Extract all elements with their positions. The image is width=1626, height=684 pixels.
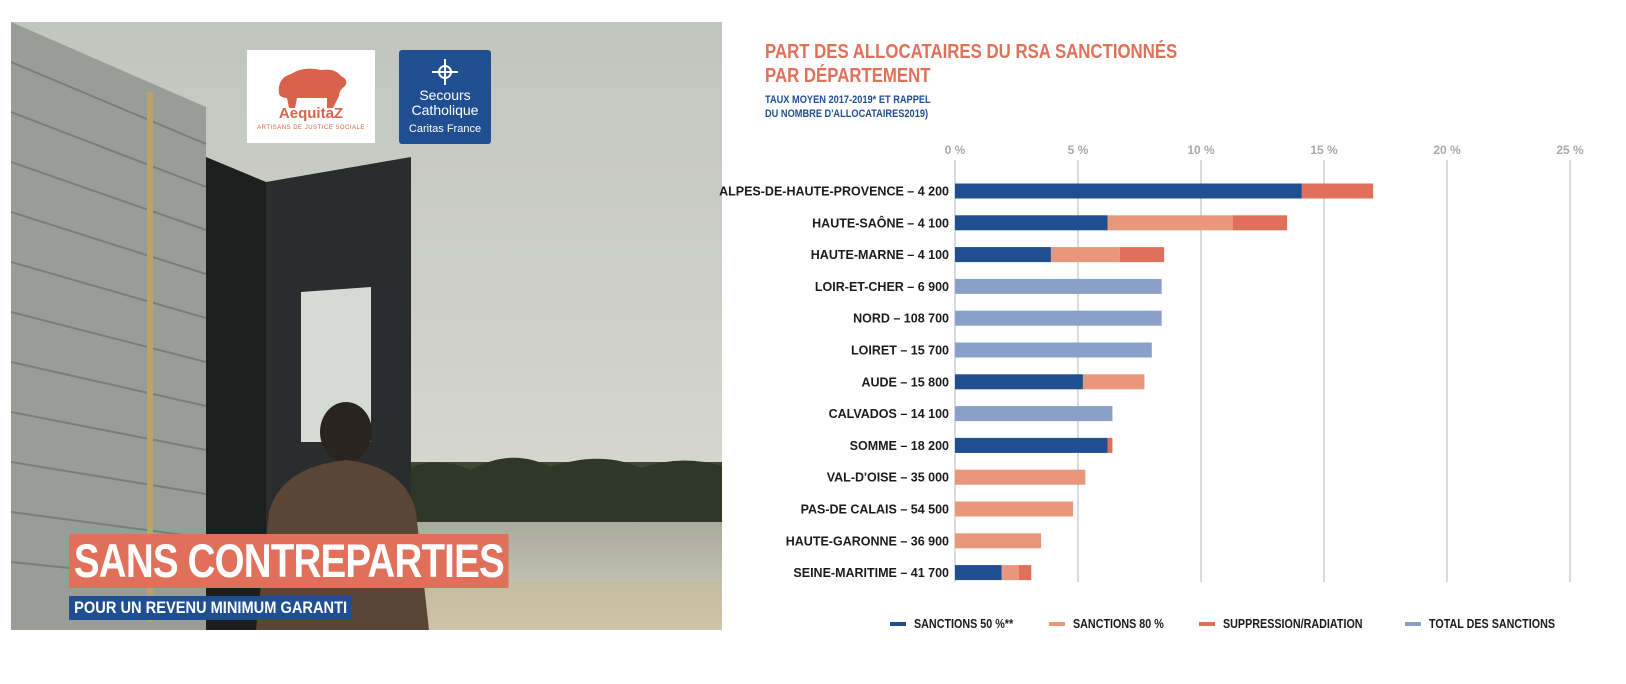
category-label: HAUTE-GARONNE – 36 900 [786,534,949,548]
aequitaz-logo: AequitaZ ARTISANS DE JUSTICE SOCIALE [247,50,375,143]
legend-swatch [1198,622,1215,626]
cover-image: AequitaZ ARTISANS DE JUSTICE SOCIALE Sec… [11,22,722,630]
secours-line3: Caritas France [408,123,482,135]
category-label: LOIR-ET-CHER – 6 900 [815,280,949,294]
category-label: HAUTE-MARNE – 4 100 [811,248,949,262]
bar-segment [955,437,1108,453]
legend-label: SANCTIONS 50 %** [914,617,1014,631]
bar-segment [955,374,1083,390]
legend-item: SUPPRESSION/RADIATION [1198,617,1385,631]
legend-label: SUPPRESSION/RADIATION [1222,617,1363,631]
cross-icon [432,59,458,85]
bar-segment [955,565,1002,581]
tick-label: 5 % [1068,143,1089,157]
bar-segment [1001,565,1019,581]
chart-legend: SANCTIONS 50 %** SANCTIONS 80 % SUPPRESSIO… [890,614,1576,634]
category-label: CALVADOS – 14 100 [829,407,949,421]
bar-segment [1232,215,1288,231]
bar-segment [955,501,1074,517]
bar-segment [955,247,1051,263]
secours-catholique-logo: Secours Catholique Caritas France [399,50,491,144]
legend-label: TOTAL DES SANCTIONS [1429,617,1556,631]
bar-segment [1301,183,1374,199]
bar-segment [955,278,1162,294]
bar-segment [1107,215,1233,231]
chart-subtitle: TAUX MOYEN 2017-2019* ET RAPPEL DU NOMBR… [765,93,931,121]
secours-line2: Catholique [411,102,479,118]
chart-title: PART DES ALLOCATAIRES DU RSA SANCTIONNÉS… [765,40,1177,88]
legend-swatch [1049,622,1066,626]
chart-subtitle-line2: DU NOMBRE D'ALLOCATAIRES2019) [765,108,929,120]
bar-segment [955,533,1042,549]
bar-segment [955,342,1152,358]
category-label: AUDE – 15 800 [861,375,949,389]
cover-subtitle: POUR UN REVENU MINIMUM GARANTI [69,596,353,620]
tick-label: 10 % [1187,143,1215,157]
chart-title-line2: PAR DÉPARTEMENT [765,65,931,87]
legend-item: SANCTIONS 80 % [1049,617,1179,631]
bar-segment [1018,565,1032,581]
category-label: SOMME – 18 200 [850,439,949,453]
bear-icon [278,68,347,108]
legend-swatch [890,622,906,626]
bar-segment [955,406,1113,422]
tick-label: 0 % [945,143,966,157]
tick-label: 15 % [1310,143,1338,157]
tick-label: 20 % [1433,143,1461,157]
category-label: SEINE-MARITIME – 41 700 [793,566,949,580]
bar-segment [1050,247,1120,263]
category-label: VAL-D'OISE – 35 000 [827,471,949,485]
category-label: NORD – 108 700 [853,312,949,326]
aequitaz-tagline: ARTISANS DE JUSTICE SOCIALE [257,125,365,131]
bar-segment [955,469,1086,485]
legend-swatch [1405,622,1422,626]
legend-item: SANCTIONS 50 %** [890,617,1029,631]
category-label: HAUTE-SAÔNE – 4 100 [812,215,949,230]
bar-segment [955,310,1162,326]
bar-segment [1082,374,1145,390]
secours-line1: Secours [419,87,471,103]
cover-title: SANS CONTREPARTIES [69,534,509,588]
category-label: LOIRET – 15 700 [851,344,949,358]
bar-segment [955,183,1302,199]
chart-subtitle-line1: TAUX MOYEN 2017-2019* ET RAPPEL [765,94,931,106]
tick-label: 25 % [1556,143,1584,157]
legend-label: SANCTIONS 80 % [1073,617,1165,631]
bar-segment [1119,247,1165,263]
bar-segment [955,215,1108,231]
category-label: ALPES-DE-HAUTE-PROVENCE – 4 200 [719,185,949,199]
aequitaz-name: AequitaZ [278,105,344,122]
bar-segment [1107,437,1113,453]
chart-title-line1: PART DES ALLOCATAIRES DU RSA SANCTIONNÉS [765,41,1178,63]
category-label: PAS-DE CALAIS – 54 500 [801,503,949,517]
legend-item: TOTAL DES SANCTIONS [1405,617,1576,631]
